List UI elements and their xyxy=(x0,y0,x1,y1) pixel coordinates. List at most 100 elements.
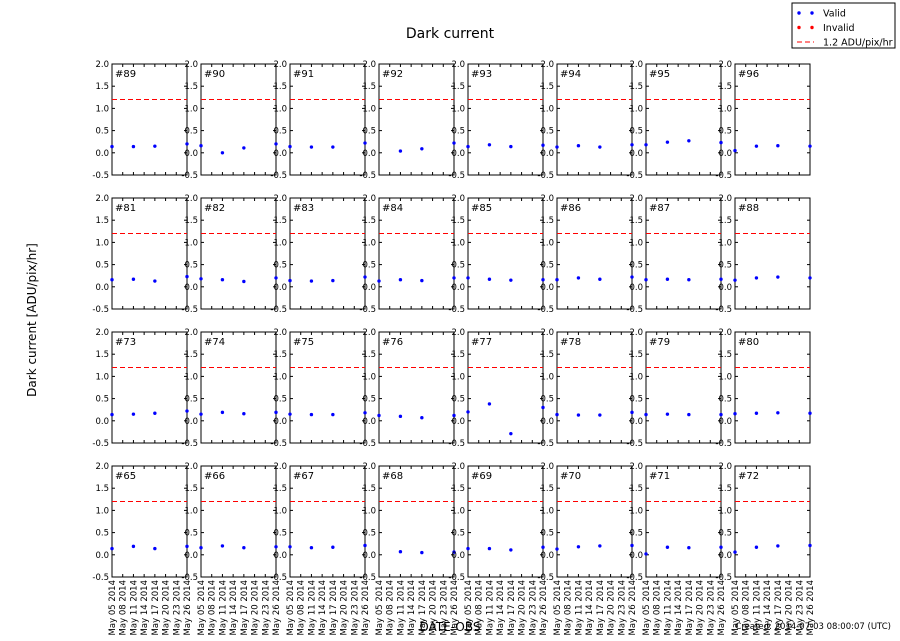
y-tick-label: 1.5 xyxy=(718,350,732,360)
y-tick-label: 1.5 xyxy=(184,484,198,494)
data-point-valid xyxy=(487,277,492,281)
y-tick-label: 1.0 xyxy=(718,104,732,114)
panel-75: 2.0 1.5 1.0 0.5 0.0 -0.5 #75 xyxy=(270,328,367,449)
x-tick-label: May 17 2014 xyxy=(329,580,339,635)
x-tick-label: May 20 2014 xyxy=(696,580,706,635)
panel-frame xyxy=(200,63,277,176)
data-point-valid xyxy=(509,278,513,282)
y-tick-label: 1.5 xyxy=(362,350,376,360)
data-point-valid xyxy=(776,275,780,279)
y-tick-label: 0.0 xyxy=(273,283,287,293)
x-tick-label: May 05 2014 xyxy=(108,580,118,635)
panel-frame xyxy=(734,63,811,176)
x-tick-label: May 08 2014 xyxy=(386,580,396,635)
y-tick-label: 0.0 xyxy=(362,149,376,159)
data-point-valid xyxy=(153,279,157,283)
data-point-valid xyxy=(733,278,737,282)
y-tick-label: -0.5 xyxy=(181,439,198,449)
panel-label: #79 xyxy=(649,337,670,348)
x-tick-label: May 26 2014 xyxy=(539,580,549,635)
panel-label: #84 xyxy=(382,203,403,214)
y-tick-label: -0.5 xyxy=(181,171,198,181)
panel-87: 2.0 1.5 1.0 0.5 0.0 -0.5 #87 xyxy=(626,194,723,315)
y-tick-label: 0.5 xyxy=(451,127,465,137)
data-point-valid xyxy=(665,412,670,416)
data-point-valid xyxy=(487,143,492,147)
y-tick-label: -0.5 xyxy=(359,171,376,181)
panel-label: #66 xyxy=(204,471,225,482)
y-tick-label: 0.0 xyxy=(273,417,287,427)
data-point-valid xyxy=(509,431,513,436)
y-tick-label: 2.0 xyxy=(362,462,376,472)
y-tick-label: 1.5 xyxy=(718,216,732,226)
data-point-valid xyxy=(309,412,314,417)
y-tick-label: 1.0 xyxy=(540,372,554,382)
data-point-valid xyxy=(541,143,545,147)
data-point-valid xyxy=(377,413,381,418)
y-tick-label: -0.5 xyxy=(270,573,287,583)
x-tick-label: May 26 2014 xyxy=(806,580,816,635)
panel-label: #91 xyxy=(293,69,314,80)
panel-frame xyxy=(378,63,455,176)
data-point-valid xyxy=(242,411,246,416)
y-tick-label: 0.0 xyxy=(540,283,554,293)
panel-85: 2.0 1.5 1.0 0.5 0.0 -0.5 #85 xyxy=(448,194,545,315)
data-point-valid xyxy=(331,145,335,149)
data-point-valid xyxy=(274,142,278,146)
data-point-valid xyxy=(687,412,691,417)
panel-label: #92 xyxy=(382,69,403,80)
panel-83: 2.0 1.5 1.0 0.5 0.0 -0.5 #83 xyxy=(270,194,367,315)
y-tick-label: 1.5 xyxy=(184,82,198,92)
data-point-valid xyxy=(220,277,225,282)
y-tick-label: -0.5 xyxy=(537,171,554,181)
x-tick-label: May 17 2014 xyxy=(240,580,250,635)
data-point-valid xyxy=(754,411,759,415)
x-tick-label: May 11 2014 xyxy=(663,580,673,635)
panel-frame xyxy=(111,63,188,176)
y-tick-label: 0.0 xyxy=(273,149,287,159)
y-tick-label: 1.5 xyxy=(273,484,287,494)
x-tick-label: May 17 2014 xyxy=(596,580,606,635)
panel-frame xyxy=(734,465,811,578)
legend-marker xyxy=(810,25,814,30)
y-tick-label: 0.0 xyxy=(184,283,198,293)
y-tick-label: 0.5 xyxy=(451,261,465,271)
x-tick-label: May 08 2014 xyxy=(475,580,485,635)
panel-label: #69 xyxy=(471,471,492,482)
y-tick-label: 0.5 xyxy=(184,395,198,405)
data-point-valid xyxy=(733,148,737,153)
data-point-valid xyxy=(719,545,723,549)
data-point-valid xyxy=(452,141,456,145)
data-point-valid xyxy=(630,143,634,147)
legend-marker xyxy=(797,11,801,15)
y-tick-label: 1.5 xyxy=(95,484,109,494)
data-point-valid xyxy=(598,544,602,548)
data-point-valid xyxy=(199,277,203,281)
y-tick-label: 2.0 xyxy=(540,60,554,70)
x-tick-label: May 17 2014 xyxy=(774,580,784,635)
data-point-valid xyxy=(541,545,545,549)
x-tick-label: May 08 2014 xyxy=(742,580,752,635)
data-point-valid xyxy=(199,412,203,416)
data-point-valid xyxy=(420,415,424,420)
y-tick-label: 2.0 xyxy=(540,328,554,338)
y-tick-label: 0.5 xyxy=(184,127,198,137)
data-point-valid xyxy=(687,277,691,282)
legend-label: Valid xyxy=(823,9,846,20)
data-point-valid xyxy=(288,545,292,549)
y-tick-label: 1.5 xyxy=(273,82,287,92)
y-tick-label: 1.5 xyxy=(629,82,643,92)
data-point-valid xyxy=(555,412,559,417)
panel-91: 2.0 1.5 1.0 0.5 0.0 -0.5 #91 xyxy=(270,60,367,181)
y-tick-label: 2.0 xyxy=(629,462,643,472)
data-point-valid xyxy=(153,546,157,551)
y-tick-label: 1.5 xyxy=(540,216,554,226)
x-tick-label: May 26 2014 xyxy=(717,580,727,635)
data-point-valid xyxy=(363,543,367,548)
panel-label: #67 xyxy=(293,471,314,482)
y-tick-label: 0.0 xyxy=(95,417,109,427)
panel-frame xyxy=(467,465,544,578)
panel-label: #72 xyxy=(738,471,759,482)
data-point-valid xyxy=(644,412,648,417)
data-point-valid xyxy=(110,546,114,551)
